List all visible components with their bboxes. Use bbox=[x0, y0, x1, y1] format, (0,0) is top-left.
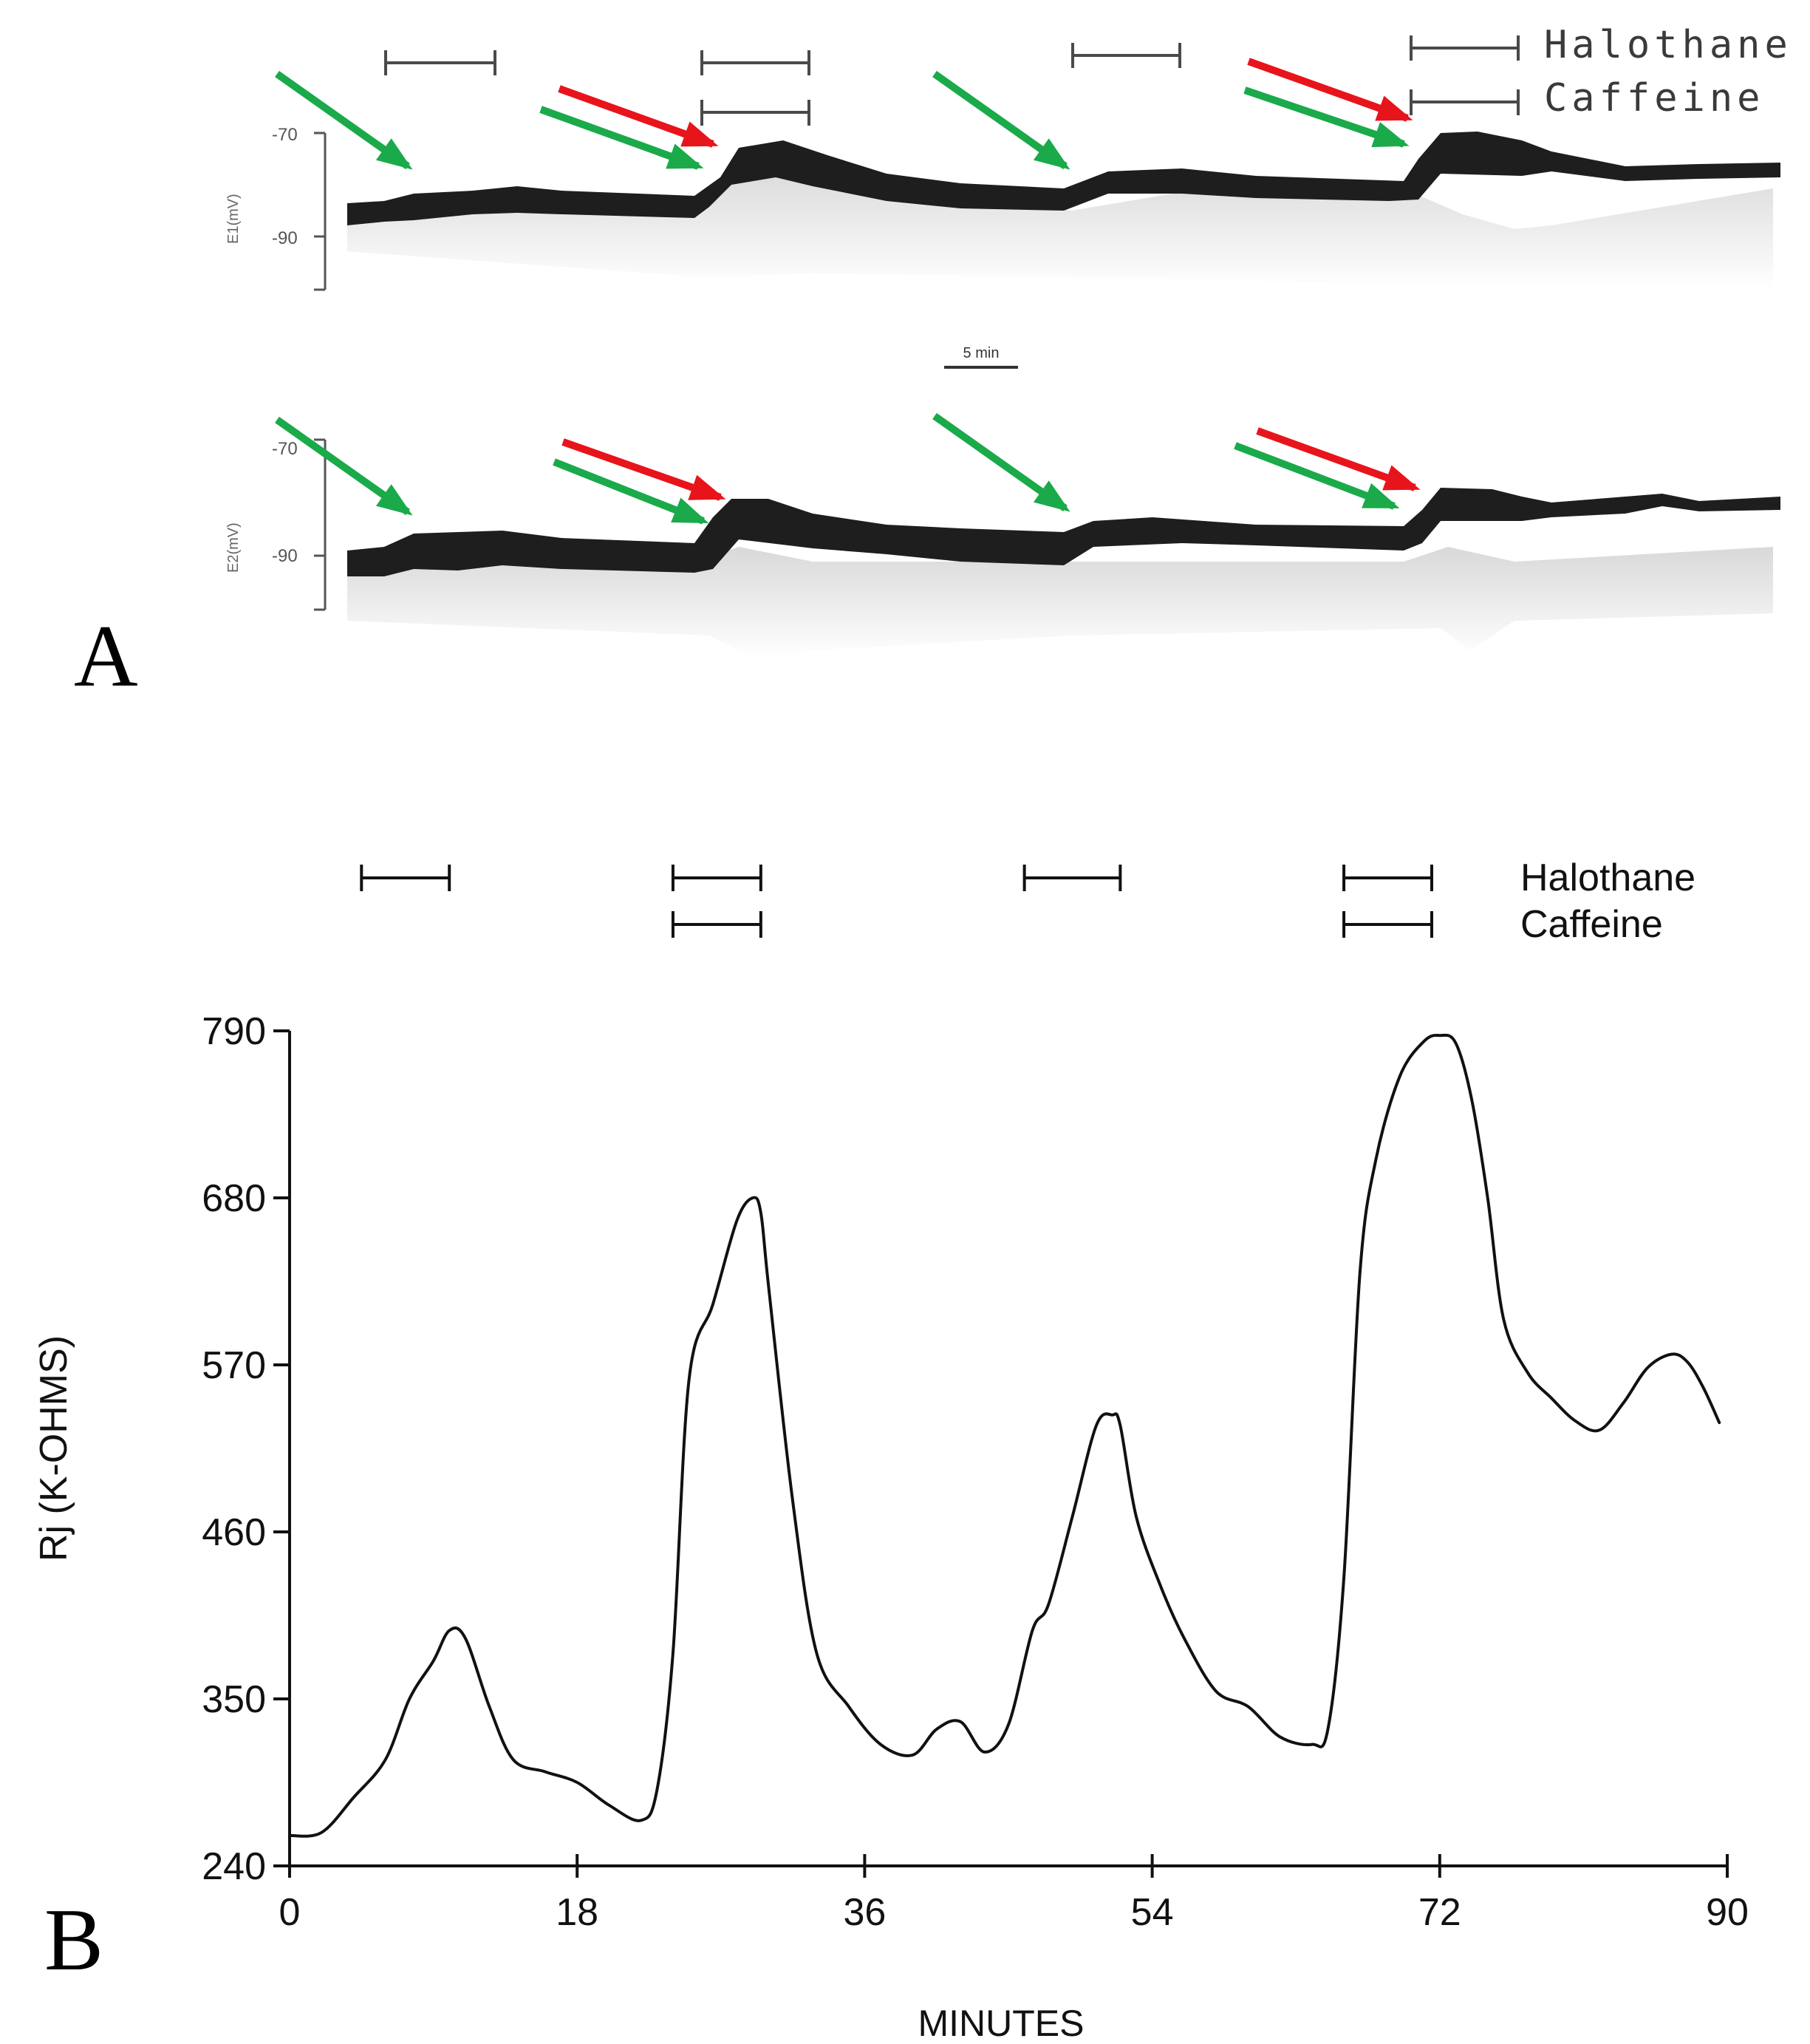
y-axis-label: Rj (K-OHMS) bbox=[33, 1335, 75, 1561]
x-tick-label-0: 0 bbox=[279, 1891, 301, 1934]
y-tick-label-680: 680 bbox=[202, 1177, 266, 1220]
x-tick-label-36: 36 bbox=[843, 1891, 886, 1934]
green-arrow-3-head bbox=[1033, 138, 1070, 170]
halothane-bar-4 bbox=[1342, 865, 1433, 891]
scale-bar: 5 min bbox=[944, 345, 1018, 369]
trace-e1-tick-90: -90 bbox=[272, 228, 298, 248]
green-arrow-4-head bbox=[1371, 122, 1410, 148]
trace-e1-band bbox=[347, 132, 1780, 225]
red-arrow-4-head bbox=[1382, 465, 1421, 491]
trace-e1: -70 -90 E1(mV) bbox=[225, 125, 1780, 291]
red-arrow-2-head bbox=[1375, 95, 1413, 121]
halothane-bar-3 bbox=[1071, 43, 1181, 68]
halothane-bar-2 bbox=[671, 865, 762, 891]
caffeine-bar-2 bbox=[1342, 911, 1433, 938]
halothane-bar-1 bbox=[360, 865, 451, 891]
panel-b-halothane-label: Halothane bbox=[1520, 856, 1695, 899]
halothane-bar-2 bbox=[700, 50, 810, 75]
caffeine-bar-2 bbox=[1410, 89, 1520, 115]
x-tick-label-72: 72 bbox=[1418, 1891, 1461, 1934]
y-tick-label-240: 240 bbox=[202, 1845, 266, 1888]
halothane-bar-1 bbox=[384, 50, 496, 75]
panel-a-halothane-label: Halothane bbox=[1544, 23, 1792, 67]
trace-e2-ylabel: E2(mV) bbox=[225, 522, 242, 573]
x-tick-label-90: 90 bbox=[1706, 1891, 1749, 1934]
green-arrow-1-head bbox=[375, 138, 413, 170]
trace-e2-tick-90: -90 bbox=[272, 546, 298, 566]
axes bbox=[288, 1031, 1727, 1867]
red-arrow-1-head bbox=[680, 121, 719, 147]
green-arrow-2-head bbox=[666, 143, 704, 169]
green-arrow-7-head bbox=[1033, 480, 1070, 512]
trace-e1-noise bbox=[347, 163, 1773, 288]
green-arrows bbox=[275, 70, 1405, 525]
caffeine-bar-1 bbox=[671, 911, 762, 938]
annotation-arrows bbox=[275, 58, 1421, 525]
panel-b-drug-bars bbox=[360, 865, 1433, 938]
panel-b-label: B bbox=[44, 1890, 103, 1989]
caffeine-bar-1 bbox=[700, 100, 810, 126]
trace-e1-axis bbox=[314, 132, 327, 291]
green-arrow-5-head bbox=[375, 484, 413, 516]
y-tick-label-350: 350 bbox=[202, 1678, 266, 1721]
x-tick-label-18: 18 bbox=[556, 1891, 598, 1934]
trace-e2-axis bbox=[314, 438, 327, 611]
halothane-bar-4 bbox=[1410, 35, 1520, 61]
trace-e1-ylabel: E1(mV) bbox=[225, 194, 242, 244]
panel-a: Halothane Caffeine -70 -90 E1(mV) 5 min … bbox=[74, 23, 1792, 705]
x-axis-label: MINUTES bbox=[918, 2003, 1085, 2044]
x-ticks: 0 18 36 54 72 90 bbox=[279, 1854, 1749, 1934]
scale-bar-label: 5 min bbox=[963, 345, 1000, 361]
panel-a-halothane-bars bbox=[384, 35, 1520, 75]
red-arrow-3-head bbox=[688, 474, 726, 500]
panel-b-caffeine-label: Caffeine bbox=[1520, 903, 1663, 946]
y-tick-label-790: 790 bbox=[202, 1010, 266, 1053]
y-tick-label-460: 460 bbox=[202, 1511, 266, 1554]
panel-a-label: A bbox=[74, 607, 138, 705]
green-arrow-8-head bbox=[1362, 483, 1400, 508]
halothane-bar-3 bbox=[1022, 865, 1122, 891]
y-tick-label-570: 570 bbox=[202, 1344, 266, 1387]
rj-series-line bbox=[288, 1033, 1721, 1838]
panel-b: Halothane Caffeine 240 350 460 570 680 790 0 1… bbox=[33, 856, 1749, 2044]
trace-e2: -70 -90 E2(mV) bbox=[225, 438, 1780, 658]
trace-e2-band bbox=[347, 488, 1780, 576]
panel-a-caffeine-bars bbox=[700, 89, 1520, 126]
x-tick-label-54: 54 bbox=[1131, 1891, 1174, 1934]
green-arrow-6-head bbox=[671, 497, 709, 523]
trace-e1-tick-70: -70 bbox=[272, 125, 298, 145]
panel-a-caffeine-label: Caffeine bbox=[1544, 76, 1764, 120]
trace-e2-tick-70: -70 bbox=[272, 439, 298, 459]
arrow-heads bbox=[375, 95, 1421, 523]
trace-e2-noise bbox=[347, 547, 1773, 658]
y-ticks: 240 350 460 570 680 790 bbox=[202, 1010, 290, 1888]
